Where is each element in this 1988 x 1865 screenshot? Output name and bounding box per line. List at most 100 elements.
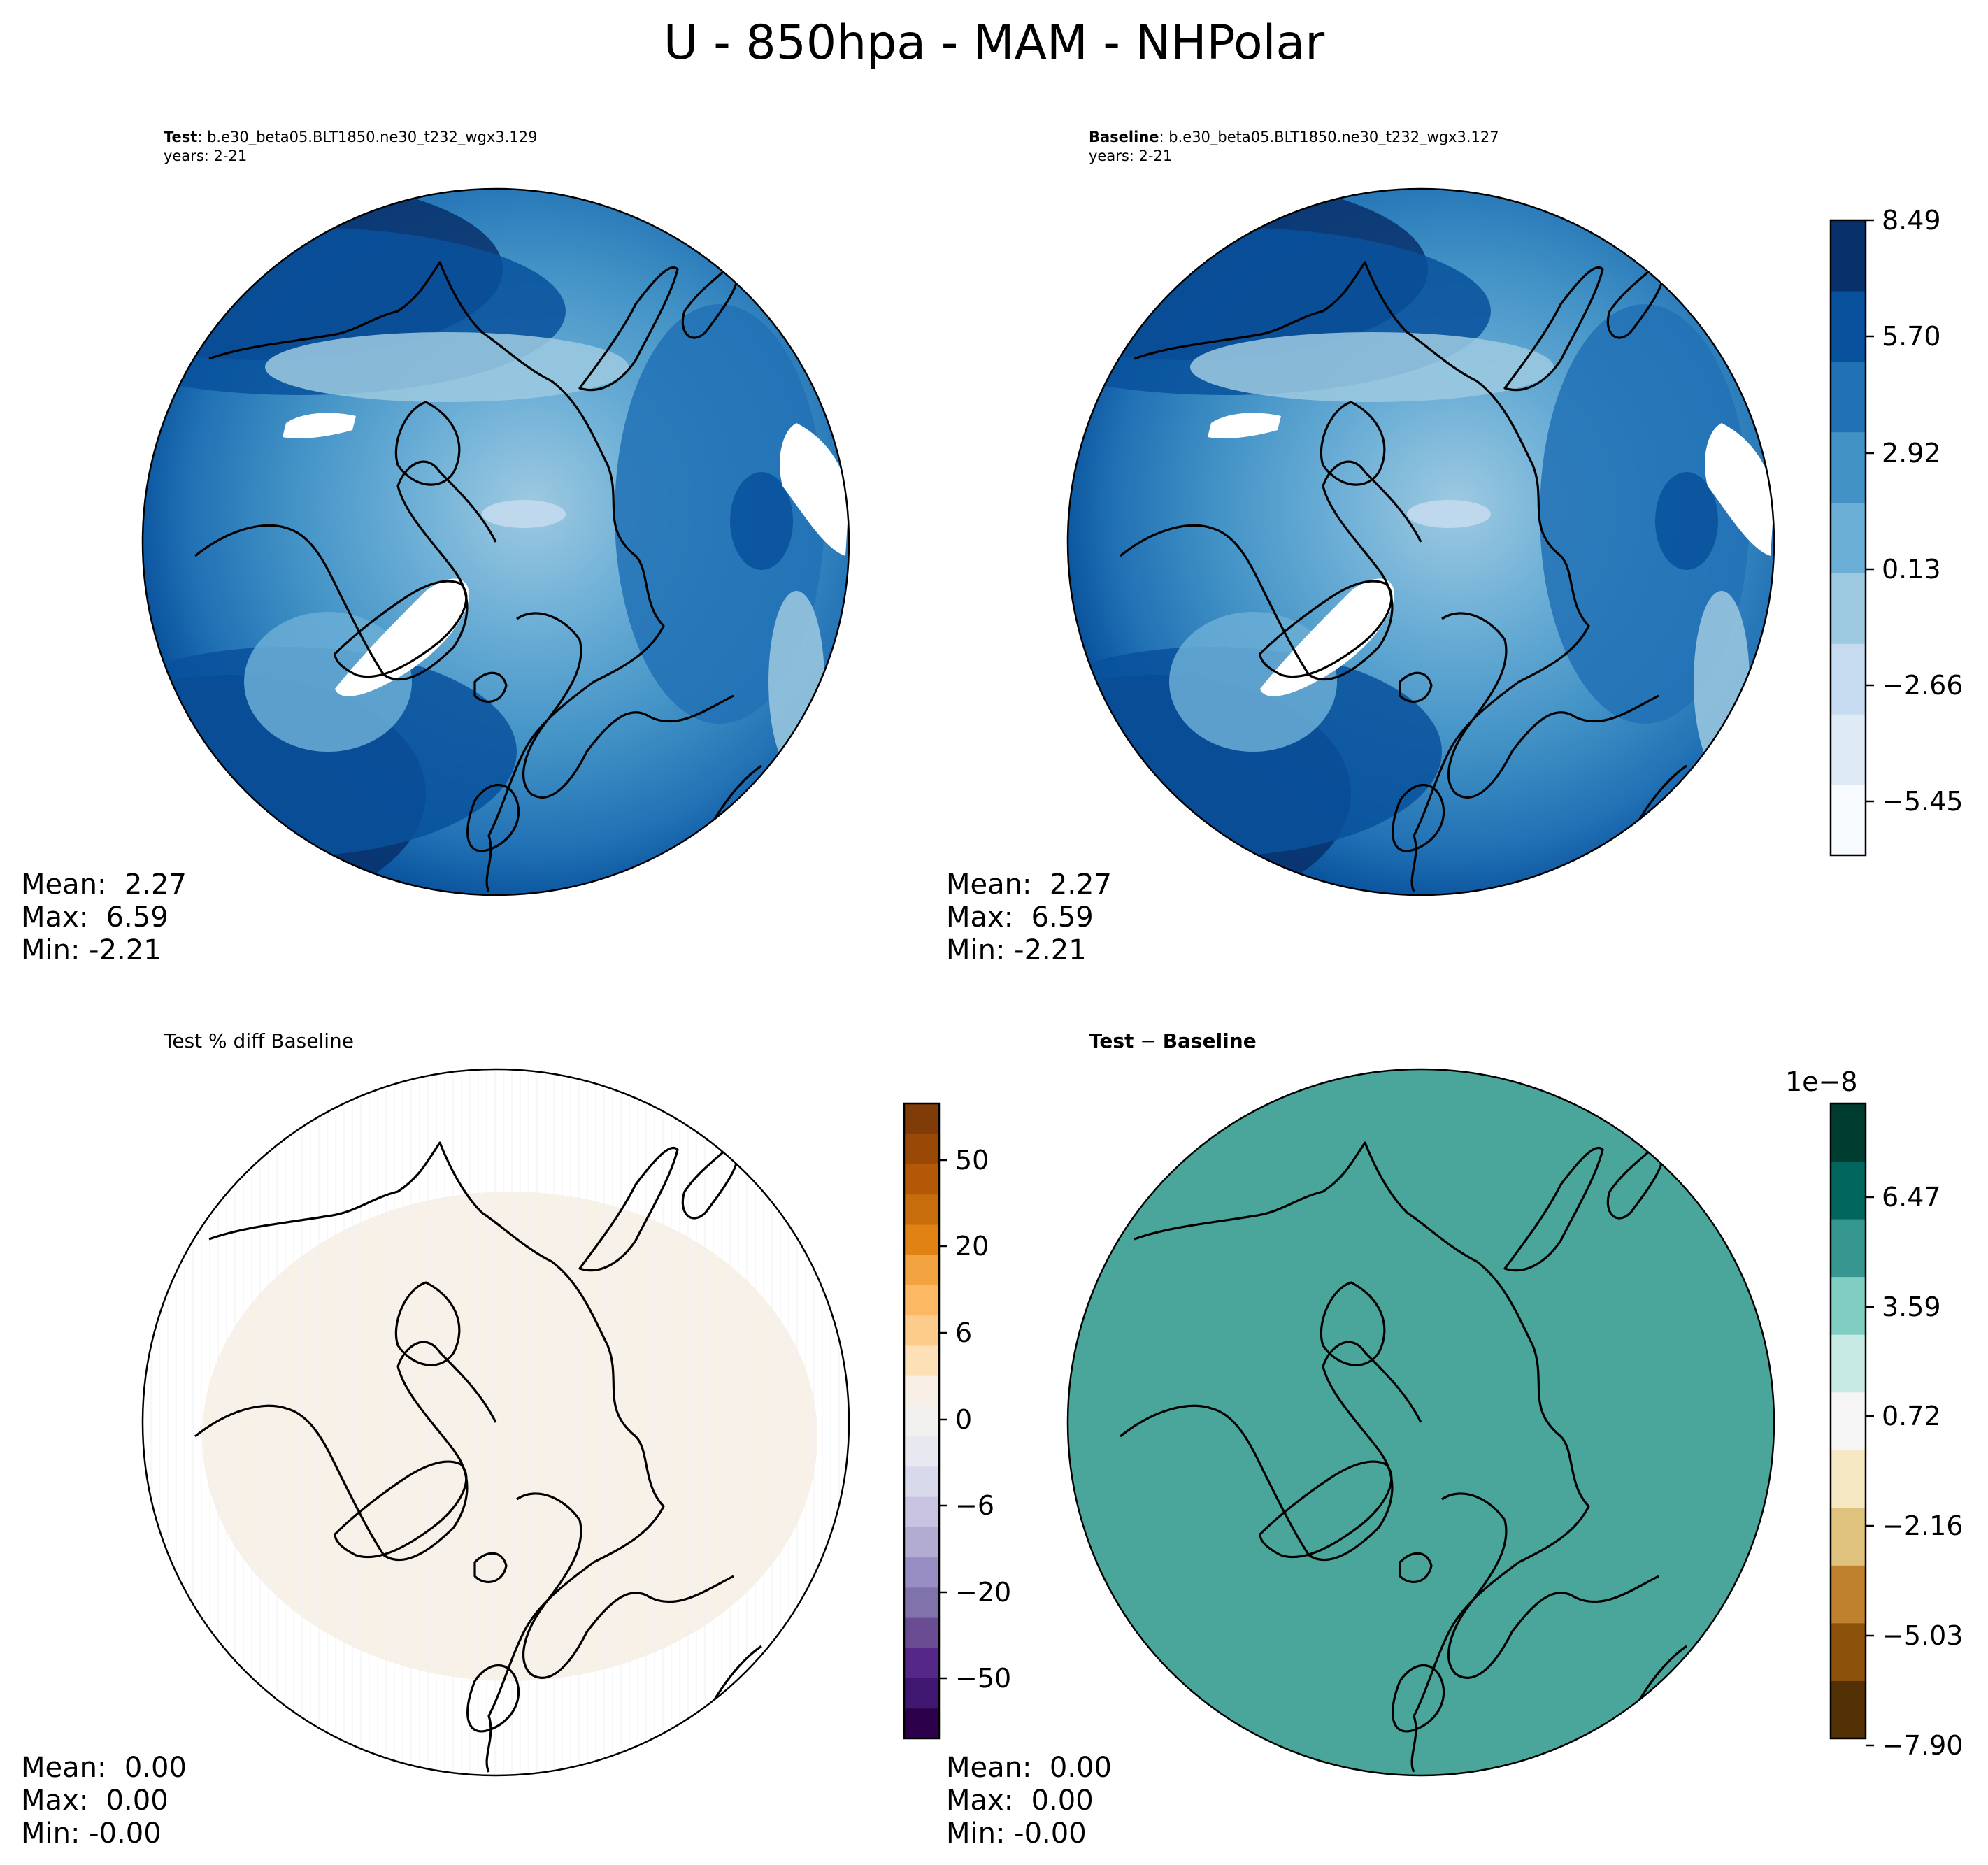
test-coastline [394,401,461,486]
test-coastline [516,612,734,799]
diff-cbar-tick: 6.47 [1882,1182,1941,1213]
field-cbar-tick: 2.92 [1882,438,1941,469]
pctdiff-coastline [334,1460,468,1559]
diff-colorbar-segment [1831,1680,1866,1739]
baseline-contour-band [1694,591,1750,773]
test-case-name: : b.e30_beta05.BLT1850.ne30_t232_wgx3.12… [197,129,538,145]
field-colorbar-segment [1831,573,1866,644]
pctdiff-coastline [194,1341,497,1562]
pctdiff-map [141,1068,850,1777]
pct-cbar-tick: −20 [955,1577,1012,1608]
diff-cbar-tick: −5.03 [1882,1620,1964,1651]
diff-cbar-exponent: 1e−8 [1785,1066,1858,1097]
pctdiff-coastline [473,1552,508,1583]
diff-cbar-tick: 0.72 [1882,1401,1941,1431]
test-missing-data-patch [283,413,356,438]
field-colorbar-segment [1831,290,1866,362]
diff-coastline [1606,1141,1665,1220]
diff-title-sep: − [1134,1029,1163,1052]
diff-colorbar-segment [1831,1219,1866,1278]
pctdiff-colorbar-segment [904,1557,939,1588]
diff-coastline [1134,1141,1590,1773]
pctdiff-colorbar-segment [904,1678,939,1709]
field-colorbar-segment [1831,431,1866,503]
test-contour-band [730,472,793,570]
diff-colorbar-segment [1831,1565,1866,1624]
pctdiff-mean: Mean: 0.00 [21,1752,187,1784]
baseline-contour-band [1190,332,1554,402]
pctdiff-colorbar-segment [904,1436,939,1467]
pctdiff-min: Min: -0.00 [21,1817,162,1850]
pctdiff-colorbar-segment [904,1103,939,1134]
test-stats: Mean: 2.27 Max: 6.59 Min: -2.21 [21,869,187,967]
pctdiff-pct-field [202,1192,817,1681]
pctdiff-colorbar-segment [904,1466,939,1497]
pct-cbar-tick: 6 [955,1317,973,1348]
baseline-coastline [1503,266,1604,392]
diff-cbar-tick: −7.90 [1882,1730,1964,1761]
pct-cbar-tick: 0 [955,1404,973,1435]
test-contour-band [265,332,629,402]
field-cbar-tick: −5.45 [1882,786,1964,817]
test-contour-band [244,612,412,752]
pct-cbar-tick: −6 [955,1490,995,1521]
pctdiff-coastline [578,1146,679,1272]
diff-colorbar-segment [1831,1450,1866,1508]
test-coastline [334,580,468,678]
pctdiff-colorbar-segment [904,1224,939,1255]
diff-colorbar-segment [1831,1392,1866,1450]
pct-cbar-tick: 50 [955,1145,989,1176]
baseline-contour-band [1655,472,1718,570]
test-header: Test: b.e30_beta05.BLT1850.ne30_t232_wgx… [164,128,537,166]
test-coastline [194,460,497,681]
field-colorbar [1829,219,1874,857]
pctdiff-coastline [208,1141,665,1773]
baseline-header: Baseline: b.e30_beta05.BLT1850.ne30_t232… [1089,128,1499,166]
diff-colorbar-frame [1829,1102,1867,1740]
test-map [141,187,850,896]
test-map-body [143,189,849,895]
test-max: Max: 6.59 [21,901,169,934]
pctdiff-colorbar-segment [904,1527,939,1558]
field-cbar-tick: 5.70 [1882,321,1941,352]
pctdiff-coastline [516,1492,734,1679]
diff-colorbar-segment [1831,1622,1866,1681]
pctdiff-colorbar-segment [904,1164,939,1195]
baseline-case-name: : b.e30_beta05.BLT1850.ne30_t232_wgx3.12… [1159,129,1499,145]
diff-cbar-tick: −2.16 [1882,1510,1964,1541]
diff-coastline [1392,1664,1445,1733]
pct-cbar-tick: −50 [955,1663,1012,1694]
diff-title: Test − Baseline [1089,1029,1257,1052]
field-colorbar-segment [1831,643,1866,715]
diff-coastline [1503,1146,1604,1272]
baseline-contour-band [1540,304,1750,724]
test-label: Test [164,129,198,145]
field-colorbar-segment [1831,502,1866,573]
baseline-coastline [1259,580,1393,678]
pctdiff-colorbar-segment [904,1134,939,1164]
pctdiff-colorbar-segment [904,1708,939,1739]
diff-title-baseline: Baseline [1162,1029,1257,1052]
field-colorbar-segment [1831,220,1866,292]
field-cbar-tick: 0.13 [1882,554,1941,585]
baseline-map-body [1068,189,1774,895]
test-coastline [578,266,679,392]
test-contour-band [768,591,824,773]
pctdiff-colorbar-segment [904,1285,939,1316]
test-map-boundary [141,187,850,896]
baseline-coastline [1441,612,1659,799]
diff-colorbar-segment [1831,1276,1866,1335]
diff-title-test: Test [1089,1029,1134,1052]
pct-cbar-tick: 20 [955,1231,989,1262]
field-cbar-tick: −2.66 [1882,670,1964,701]
pctdiff-colorbar-segment [904,1496,939,1527]
test-min: Min: -2.21 [21,934,162,966]
diff-coastline [1441,1492,1659,1679]
pctdiff-colorbar [903,1102,947,1740]
baseline-coastline [1134,261,1590,892]
baseline-stats: Mean: 2.27 Max: 6.59 Min: -2.21 [946,869,1112,967]
baseline-missing-data-patch [1705,423,1774,556]
test-coastline [208,261,665,892]
pctdiff-colorbar-segment [904,1406,939,1437]
pctdiff-map-boundary [141,1068,850,1777]
